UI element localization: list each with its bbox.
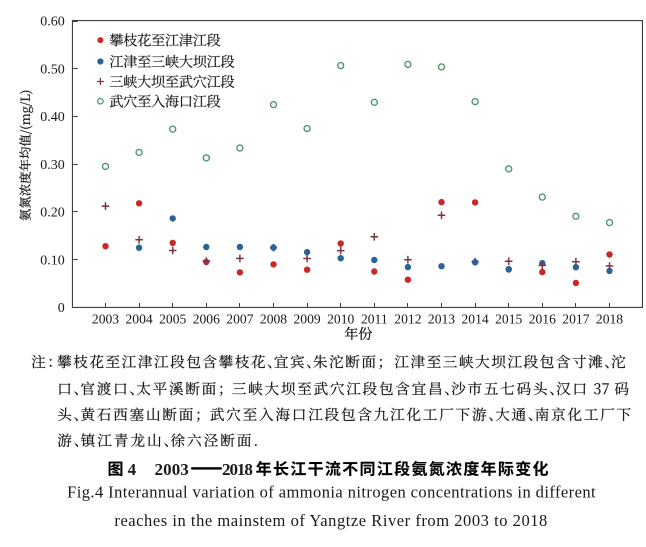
- svg-text:2003: 2003: [155, 460, 189, 479]
- svg-text:2010: 2010: [327, 311, 354, 326]
- svg-text:2018: 2018: [596, 311, 623, 326]
- svg-text:2018: 2018: [222, 460, 253, 479]
- svg-text:2016: 2016: [529, 311, 556, 326]
- svg-text:2013: 2013: [428, 311, 455, 326]
- svg-text:reaches in the mainstem of Yan: reaches in the mainstem of Yangtze River…: [114, 511, 547, 530]
- svg-text:2009: 2009: [294, 311, 321, 326]
- svg-text:2005: 2005: [159, 311, 186, 326]
- svg-text:2004: 2004: [126, 311, 153, 326]
- svg-text:2003: 2003: [92, 311, 119, 326]
- svg-text:0.20: 0.20: [40, 206, 65, 221]
- svg-text:0.40: 0.40: [40, 110, 65, 125]
- svg-text:0.50: 0.50: [40, 62, 65, 77]
- svg-text:2012: 2012: [394, 311, 421, 326]
- svg-text:4: 4: [128, 460, 137, 479]
- svg-text:0: 0: [58, 301, 65, 316]
- svg-text:2014: 2014: [462, 311, 489, 326]
- svg-text:0.60: 0.60: [40, 15, 65, 30]
- svg-text:0.30: 0.30: [40, 158, 65, 173]
- svg-text:Fig.4 Interannual variation of: Fig.4 Interannual variation of ammonia n…: [67, 483, 596, 502]
- svg-text:2017: 2017: [562, 311, 589, 326]
- svg-text:2011: 2011: [361, 311, 388, 326]
- svg-text:2008: 2008: [260, 311, 287, 326]
- svg-text:2007: 2007: [226, 311, 253, 326]
- svg-text:2015: 2015: [495, 311, 522, 326]
- svg-text:0.10: 0.10: [40, 253, 65, 268]
- svg-text:2006: 2006: [193, 311, 220, 326]
